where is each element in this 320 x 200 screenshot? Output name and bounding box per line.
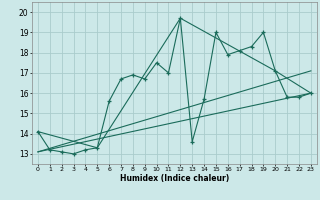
X-axis label: Humidex (Indice chaleur): Humidex (Indice chaleur) — [120, 174, 229, 183]
